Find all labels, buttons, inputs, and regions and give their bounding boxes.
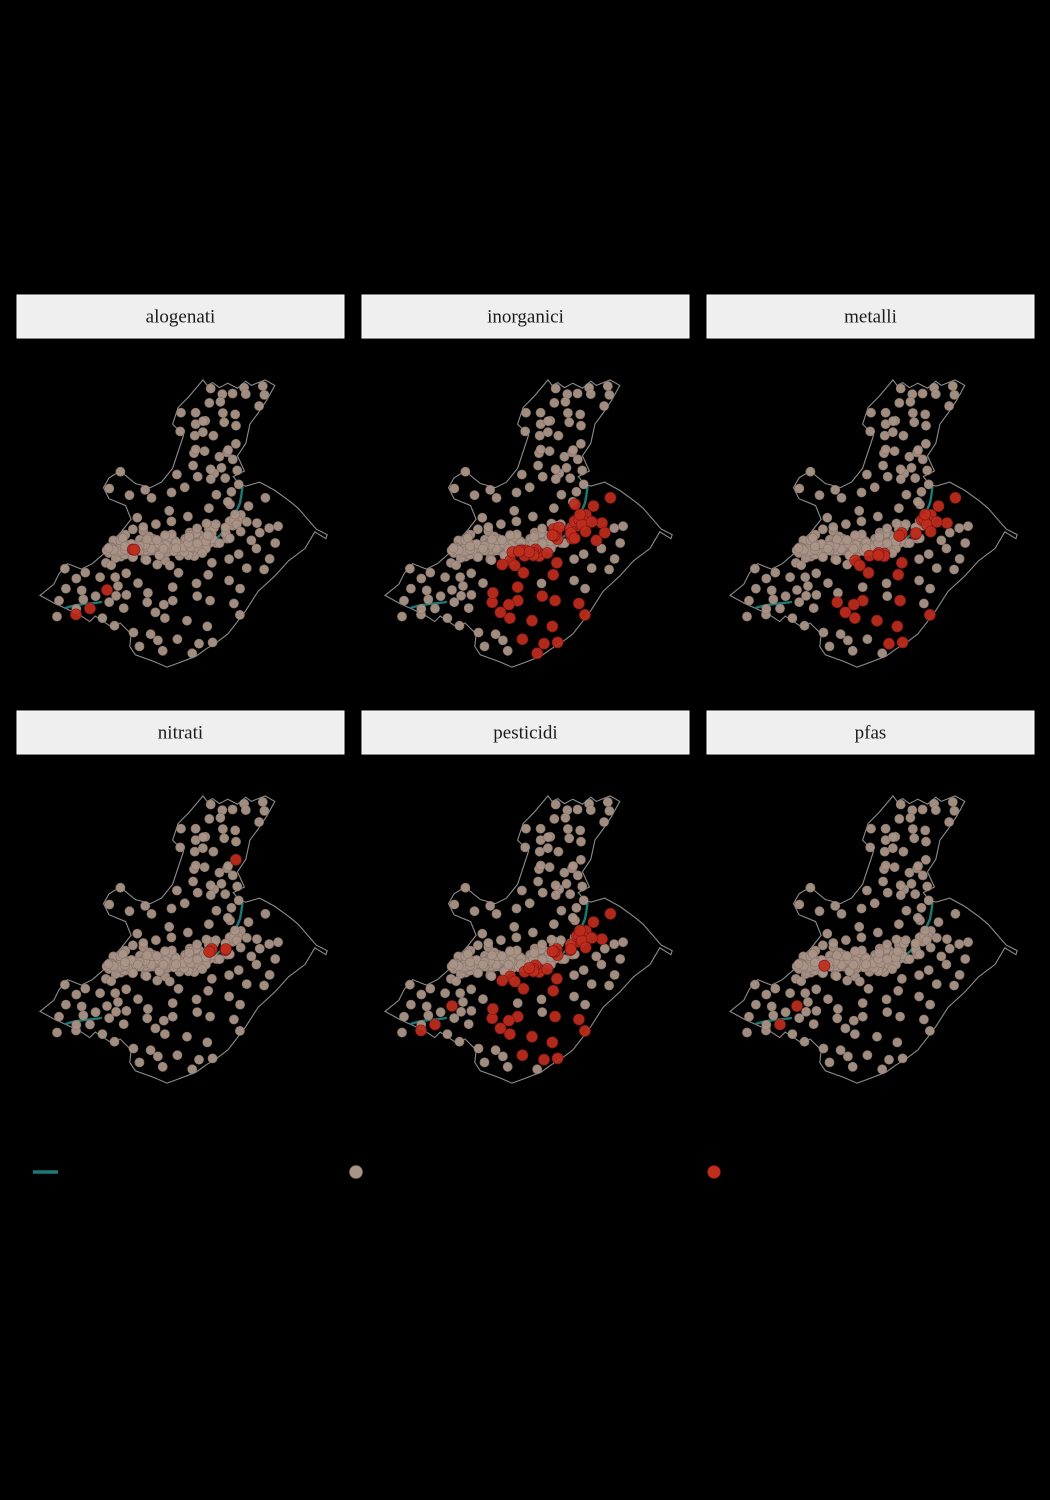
svg-text:pesticidi: pesticidi [493, 723, 557, 744]
svg-text:inorganici: inorganici [487, 307, 564, 328]
svg-text:nitrati: nitrati [158, 723, 203, 744]
svg-text:metalli: metalli [844, 307, 897, 328]
svg-text:alogenati: alogenati [146, 307, 216, 328]
svg-text:pfas: pfas [855, 723, 887, 744]
